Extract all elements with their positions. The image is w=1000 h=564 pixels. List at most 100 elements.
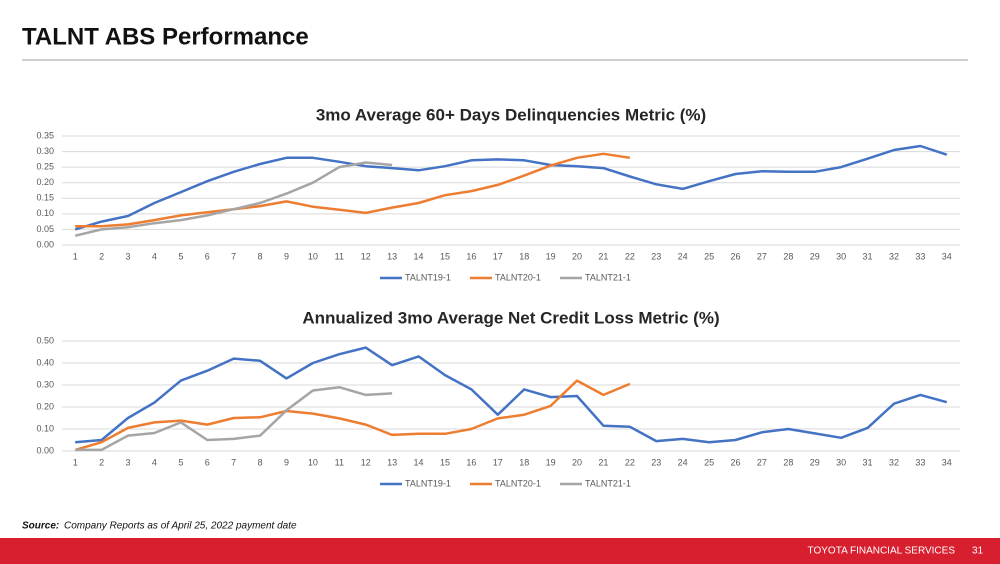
source-label: Source: bbox=[22, 521, 59, 532]
x-tick-label: 17 bbox=[493, 457, 503, 467]
x-tick-label: 5 bbox=[178, 457, 183, 467]
x-tick-label: 7 bbox=[231, 457, 236, 467]
x-tick-label: 33 bbox=[915, 251, 925, 261]
x-tick-label: 10 bbox=[308, 457, 318, 467]
x-tick-label: 16 bbox=[466, 251, 476, 261]
source-text: Company Reports as of April 25, 2022 pay… bbox=[64, 521, 297, 532]
x-tick-label: 18 bbox=[519, 251, 529, 261]
x-tick-label: 26 bbox=[730, 251, 740, 261]
x-tick-label: 27 bbox=[757, 251, 767, 261]
x-tick-label: 22 bbox=[625, 251, 635, 261]
y-tick-label: 0.50 bbox=[36, 335, 54, 345]
x-tick-label: 26 bbox=[730, 457, 740, 467]
x-tick-label: 30 bbox=[836, 457, 846, 467]
legend-label: TALNT19-1 bbox=[405, 478, 451, 488]
x-tick-label: 15 bbox=[440, 457, 450, 467]
series-line bbox=[75, 346, 948, 444]
x-tick-label: 32 bbox=[889, 251, 899, 261]
x-tick-label: 24 bbox=[678, 251, 688, 261]
x-tick-label: 34 bbox=[942, 251, 952, 261]
x-tick-label: 5 bbox=[178, 251, 183, 261]
x-tick-label: 11 bbox=[335, 251, 344, 261]
x-tick-label: 9 bbox=[284, 457, 289, 467]
x-tick-label: 8 bbox=[258, 457, 263, 467]
legend-label: TALNT20-1 bbox=[495, 272, 541, 282]
series-line bbox=[74, 379, 631, 452]
y-tick-label: 0.20 bbox=[36, 401, 54, 411]
x-tick-label: 3 bbox=[126, 251, 131, 261]
y-tick-label: 0.00 bbox=[36, 239, 54, 249]
series-line bbox=[74, 144, 948, 231]
page-number: 31 bbox=[972, 546, 984, 557]
x-tick-label: 33 bbox=[915, 457, 925, 467]
x-tick-label: 21 bbox=[598, 251, 608, 261]
x-tick-label: 20 bbox=[572, 251, 582, 261]
x-tick-label: 12 bbox=[361, 457, 371, 467]
x-tick-label: 2 bbox=[99, 457, 104, 467]
x-tick-label: 32 bbox=[889, 457, 899, 467]
x-tick-label: 21 bbox=[598, 457, 608, 467]
y-tick-label: 0.20 bbox=[36, 177, 54, 187]
x-tick-label: 23 bbox=[651, 457, 661, 467]
legend-label: TALNT20-1 bbox=[495, 478, 541, 488]
x-tick-label: 28 bbox=[783, 457, 793, 467]
x-tick-label: 31 bbox=[863, 457, 873, 467]
y-tick-label: 0.40 bbox=[36, 357, 54, 367]
y-tick-label: 0.35 bbox=[36, 130, 54, 140]
y-tick-label: 0.10 bbox=[36, 208, 54, 218]
x-tick-label: 11 bbox=[335, 457, 344, 467]
x-tick-label: 4 bbox=[152, 251, 157, 261]
x-tick-label: 3 bbox=[126, 457, 131, 467]
x-tick-label: 9 bbox=[284, 251, 289, 261]
x-tick-label: 18 bbox=[519, 457, 529, 467]
x-tick-label: 27 bbox=[757, 457, 767, 467]
x-tick-label: 30 bbox=[836, 251, 846, 261]
series-line bbox=[75, 385, 393, 452]
legend-label: TALNT21-1 bbox=[585, 478, 631, 488]
x-tick-label: 4 bbox=[152, 457, 157, 467]
y-tick-label: 0.10 bbox=[36, 423, 54, 433]
x-tick-label: 14 bbox=[414, 251, 424, 261]
x-tick-label: 14 bbox=[414, 457, 424, 467]
x-tick-label: 31 bbox=[863, 251, 873, 261]
y-tick-label: 0.30 bbox=[36, 379, 54, 389]
y-tick-label: 0.30 bbox=[36, 146, 54, 156]
y-tick-label: 0.25 bbox=[36, 162, 54, 172]
x-tick-label: 2 bbox=[99, 251, 104, 261]
x-tick-label: 19 bbox=[546, 457, 556, 467]
footer-bar bbox=[0, 538, 1000, 564]
series-line bbox=[75, 152, 631, 228]
x-tick-label: 17 bbox=[493, 251, 503, 261]
y-tick-label: 0.15 bbox=[36, 193, 54, 203]
x-tick-label: 22 bbox=[625, 457, 635, 467]
x-tick-label: 25 bbox=[704, 251, 714, 261]
x-tick-label: 29 bbox=[810, 457, 820, 467]
x-tick-label: 1 bbox=[73, 457, 78, 467]
x-tick-label: 16 bbox=[466, 457, 476, 467]
x-tick-label: 7 bbox=[231, 251, 236, 261]
x-tick-label: 23 bbox=[651, 251, 661, 261]
x-tick-label: 19 bbox=[546, 251, 556, 261]
x-tick-label: 15 bbox=[440, 251, 450, 261]
y-tick-label: 0.00 bbox=[36, 445, 54, 455]
x-tick-label: 34 bbox=[942, 457, 952, 467]
x-tick-label: 29 bbox=[810, 251, 820, 261]
x-tick-label: 8 bbox=[258, 251, 263, 261]
x-tick-label: 1 bbox=[73, 251, 78, 261]
x-tick-label: 6 bbox=[205, 251, 210, 261]
series-line bbox=[74, 161, 393, 237]
chart-title: 3mo Average 60+ Days Delinquencies Metri… bbox=[316, 105, 706, 124]
x-tick-label: 13 bbox=[387, 457, 397, 467]
x-tick-label: 24 bbox=[678, 457, 688, 467]
y-tick-label: 0.05 bbox=[36, 224, 54, 234]
x-tick-label: 12 bbox=[361, 251, 371, 261]
slide-title: TALNT ABS Performance bbox=[22, 23, 309, 50]
x-tick-label: 25 bbox=[704, 457, 714, 467]
x-tick-label: 6 bbox=[205, 457, 210, 467]
legend-label: TALNT19-1 bbox=[405, 272, 451, 282]
x-tick-label: 13 bbox=[387, 251, 397, 261]
x-tick-label: 20 bbox=[572, 457, 582, 467]
legend-label: TALNT21-1 bbox=[585, 272, 631, 282]
x-tick-label: 28 bbox=[783, 251, 793, 261]
